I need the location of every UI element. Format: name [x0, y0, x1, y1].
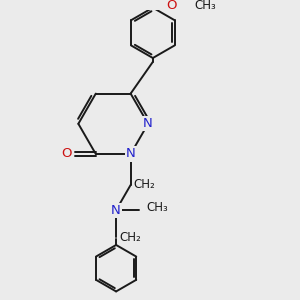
- Text: CH₃: CH₃: [146, 201, 168, 214]
- Text: N: N: [143, 117, 153, 130]
- Text: O: O: [166, 0, 176, 12]
- Text: O: O: [61, 148, 72, 160]
- Text: CH₃: CH₃: [194, 0, 216, 12]
- Text: N: N: [126, 148, 136, 160]
- Text: CH₂: CH₂: [119, 231, 141, 244]
- Text: CH₂: CH₂: [134, 178, 155, 191]
- Text: N: N: [111, 204, 121, 217]
